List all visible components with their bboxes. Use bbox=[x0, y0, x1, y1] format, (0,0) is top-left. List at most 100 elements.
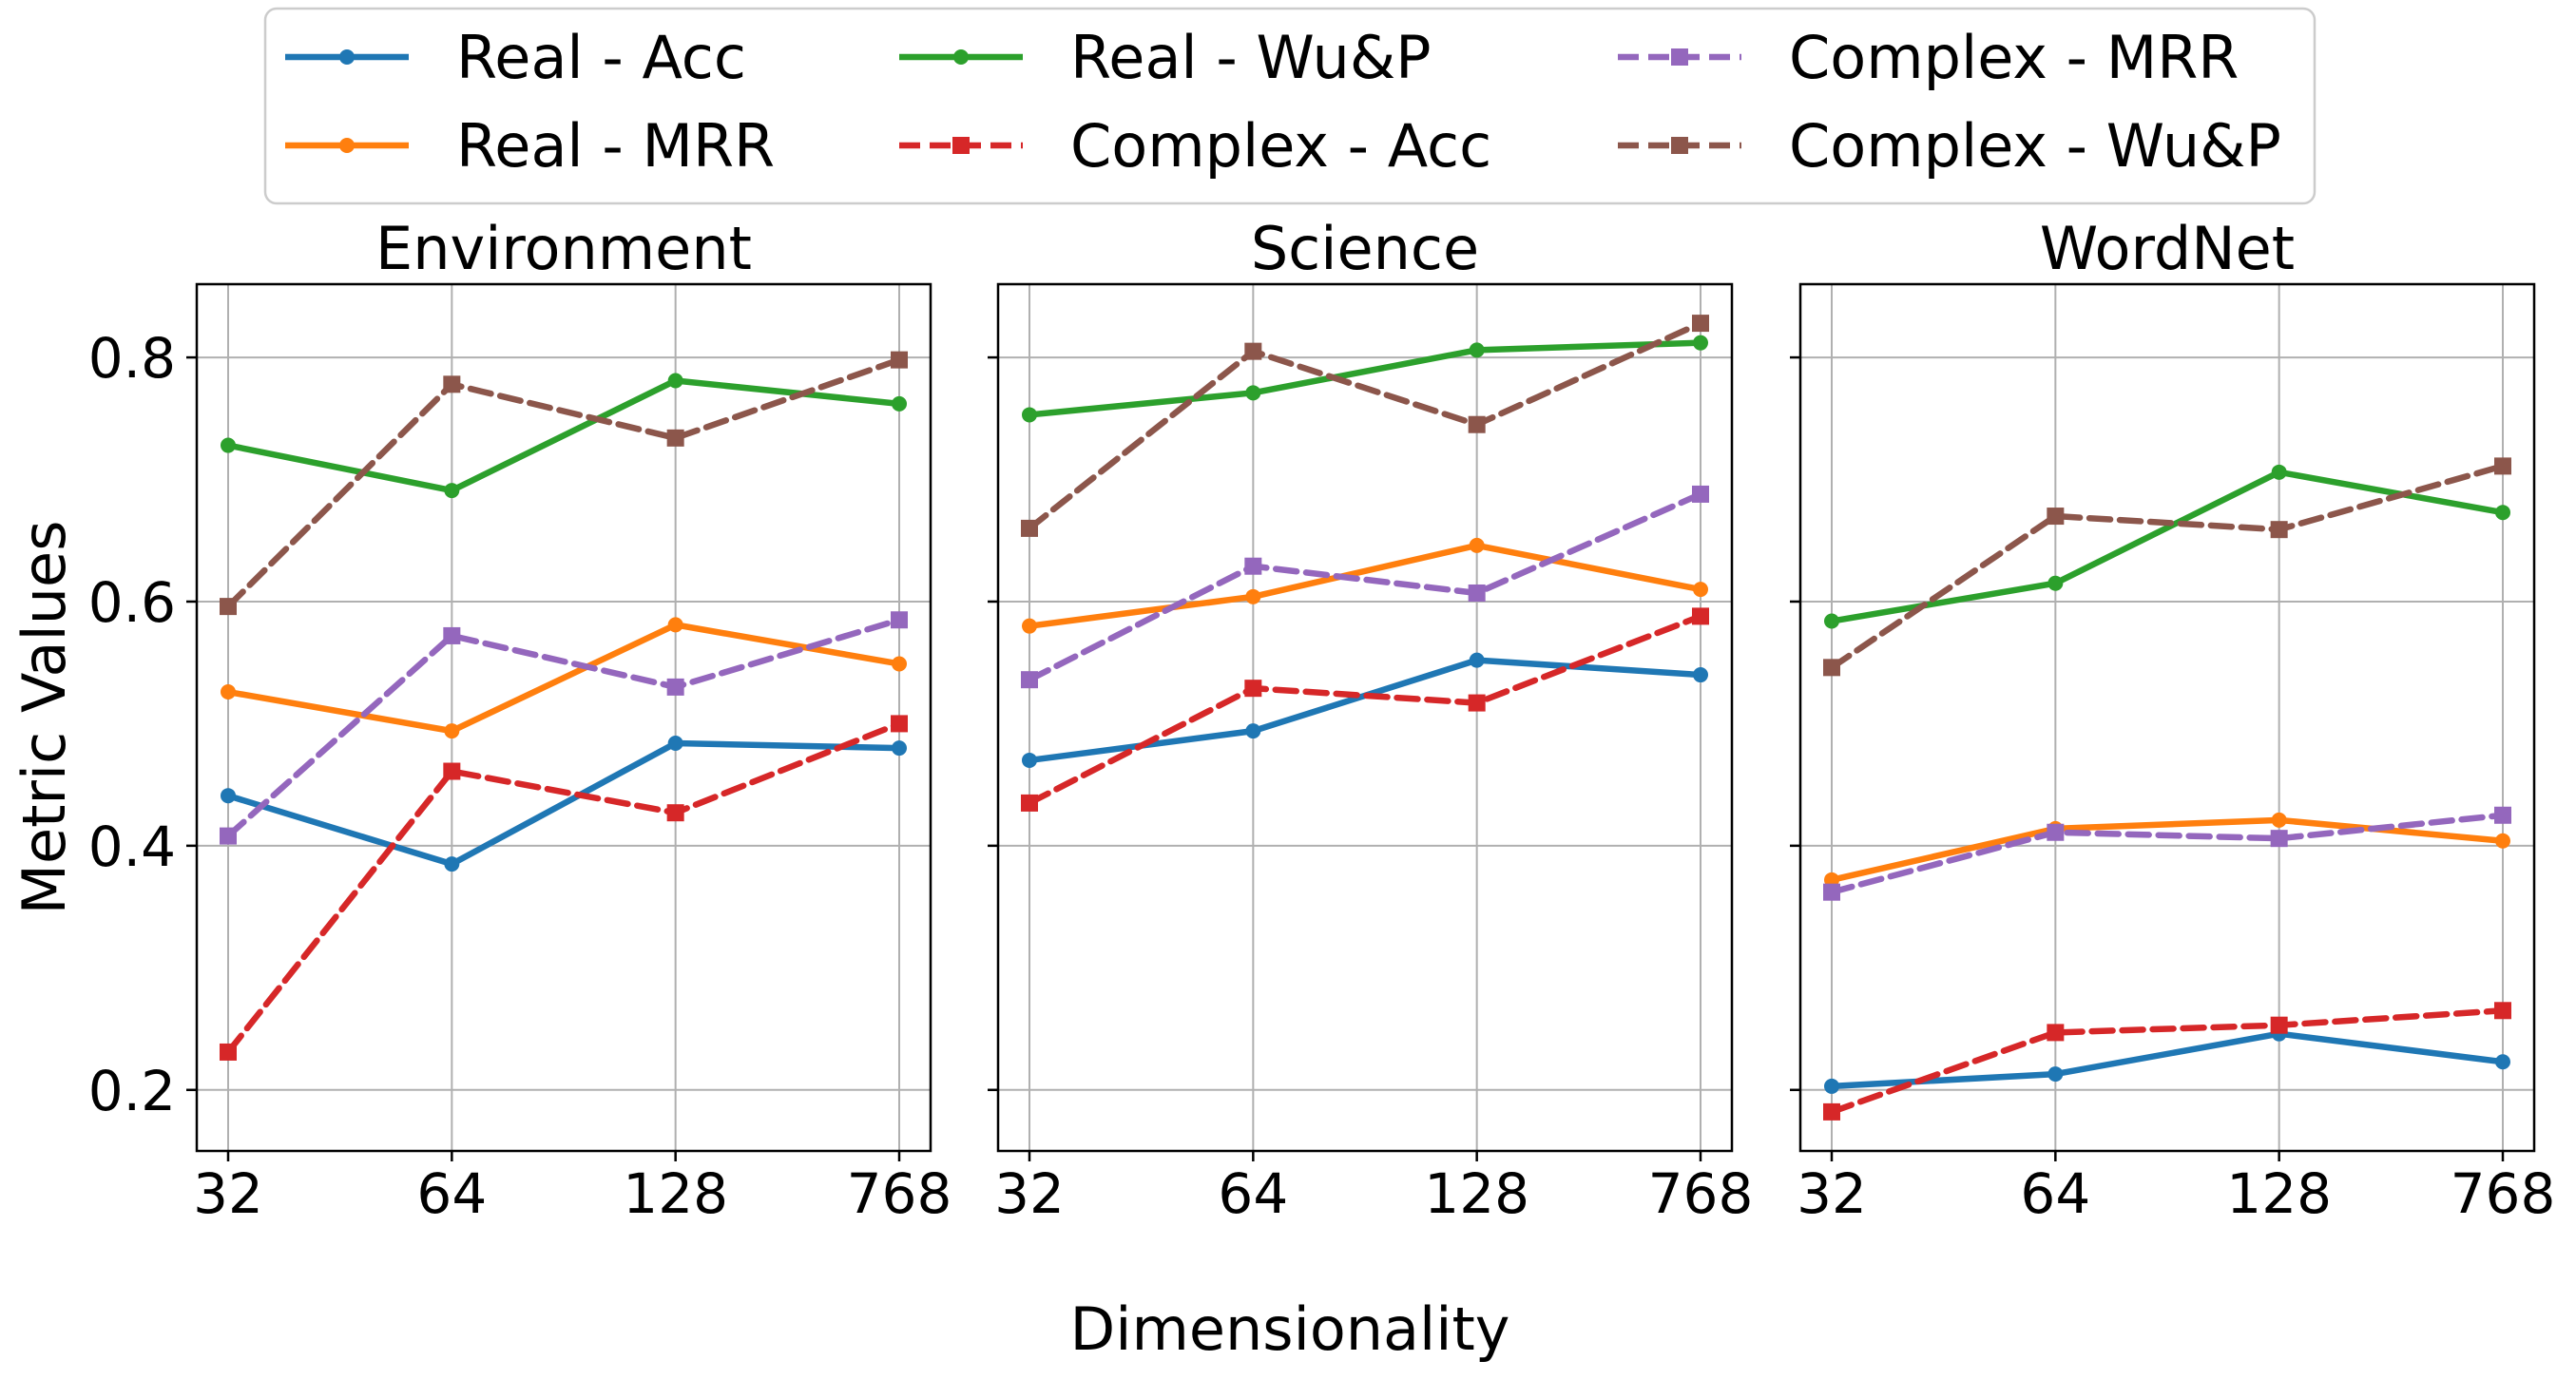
axes-frame bbox=[195, 282, 932, 1153]
legend-marker bbox=[953, 49, 969, 65]
data-point bbox=[2495, 833, 2510, 849]
series-real-mrr bbox=[1824, 812, 2510, 888]
x-axis: 32 64 128 768 bbox=[193, 1151, 952, 1226]
series-complex-acc bbox=[1823, 1002, 2511, 1121]
legend-item-complex-wup: Complex - Wu&P bbox=[1618, 111, 2281, 181]
series-line bbox=[1828, 812, 2507, 895]
x-tick-label: 128 bbox=[2226, 1161, 2332, 1226]
series-line bbox=[1026, 339, 1704, 418]
legend-marker bbox=[952, 137, 970, 154]
series-complex-mrr bbox=[220, 611, 908, 845]
data-point bbox=[1021, 519, 1038, 537]
panel-environment: Environment 32 64 128 768 0.2 0.4 0.6 0.8 bbox=[88, 214, 952, 1226]
legend: Real - Acc Real - MRR Real - Wu&P Comple… bbox=[263, 7, 2316, 205]
x-tick-label: 768 bbox=[847, 1161, 952, 1226]
legend-label: Real - MRR bbox=[456, 111, 775, 181]
data-point bbox=[1693, 335, 1708, 351]
series-complex-wup bbox=[220, 351, 908, 616]
data-point bbox=[666, 804, 684, 822]
data-point bbox=[1823, 883, 1840, 901]
series-complex-acc bbox=[220, 715, 908, 1061]
data-point bbox=[2494, 806, 2511, 824]
series-line bbox=[1828, 469, 2507, 624]
data-point bbox=[221, 437, 236, 453]
legend-marker-shape bbox=[1671, 48, 1688, 66]
legend-marker-shape bbox=[953, 49, 969, 65]
data-point bbox=[1469, 537, 1485, 553]
series-layer bbox=[220, 351, 908, 1061]
panel-title: WordNet bbox=[2040, 214, 2295, 283]
legend-marker bbox=[1671, 48, 1688, 66]
data-point bbox=[1245, 723, 1261, 739]
data-point bbox=[2495, 1054, 2510, 1070]
x-axis-label: Dimensionality bbox=[1069, 1294, 1509, 1364]
data-point bbox=[2047, 823, 2065, 841]
data-point bbox=[1692, 607, 1709, 625]
series-line bbox=[1828, 816, 2507, 884]
data-point bbox=[2271, 464, 2287, 480]
data-point bbox=[220, 1043, 237, 1061]
data-point bbox=[2270, 830, 2288, 848]
data-point bbox=[892, 395, 907, 412]
legend-marker-shape bbox=[339, 49, 355, 65]
legend-label: Complex - Acc bbox=[1070, 111, 1491, 181]
y-tick-label: 0.4 bbox=[88, 815, 176, 879]
y-axis-label: Metric Values bbox=[10, 520, 79, 914]
data-point bbox=[220, 827, 237, 845]
y-axis bbox=[1790, 355, 1800, 1092]
y-tick-label: 0.2 bbox=[88, 1059, 176, 1123]
y-tick-label: 0.6 bbox=[88, 570, 176, 635]
x-tick-label: 32 bbox=[994, 1161, 1065, 1226]
data-point bbox=[443, 375, 461, 393]
legend-label: Real - Acc bbox=[456, 23, 746, 92]
legend-marker bbox=[1671, 137, 1688, 154]
x-tick-label: 768 bbox=[1648, 1161, 1754, 1226]
x-tick-label: 768 bbox=[2451, 1161, 2556, 1226]
panel-title: Environment bbox=[375, 214, 752, 283]
data-point bbox=[1244, 557, 1262, 575]
legend-item-real-wup: Real - Wu&P bbox=[899, 23, 1432, 92]
x-tick-label: 128 bbox=[623, 1161, 728, 1226]
data-point bbox=[2270, 521, 2288, 539]
y-axis bbox=[988, 355, 998, 1092]
series-complex-wup bbox=[1823, 457, 2511, 677]
series-complex-wup bbox=[1021, 315, 1709, 537]
legend-marker bbox=[339, 138, 355, 153]
legend-item-complex-acc: Complex - Acc bbox=[899, 111, 1491, 181]
series-complex-mrr bbox=[1021, 485, 1709, 689]
axes-frame bbox=[1798, 282, 2536, 1153]
x-tick-label: 64 bbox=[2020, 1161, 2090, 1226]
data-point bbox=[666, 429, 684, 447]
data-point bbox=[891, 611, 908, 629]
panel-science: Science 32 64 128 768 bbox=[988, 214, 1753, 1226]
data-point bbox=[2271, 812, 2287, 828]
x-axis: 32 64 128 768 bbox=[994, 1151, 1753, 1226]
data-point bbox=[1022, 618, 1037, 634]
data-point bbox=[1824, 613, 1839, 629]
data-point bbox=[221, 684, 236, 700]
y-tick-label: 0.8 bbox=[88, 326, 176, 391]
series-line bbox=[1828, 1030, 2507, 1090]
data-point bbox=[221, 788, 236, 804]
data-point bbox=[1244, 342, 1262, 360]
series-line bbox=[1828, 1007, 2507, 1116]
legend-marker-shape bbox=[952, 137, 970, 154]
series-line bbox=[1026, 542, 1704, 629]
legend-marker bbox=[339, 49, 355, 65]
series-line bbox=[1026, 613, 1704, 807]
data-point bbox=[2494, 1002, 2511, 1020]
series-layer bbox=[1823, 457, 2511, 1121]
data-point bbox=[443, 626, 461, 644]
series-line bbox=[224, 720, 903, 1056]
legend-frame bbox=[263, 7, 2316, 205]
axes-frame bbox=[996, 282, 1734, 1153]
y-axis: 0.2 0.4 0.6 0.8 bbox=[88, 326, 197, 1123]
x-tick-label: 32 bbox=[1797, 1161, 1867, 1226]
data-point bbox=[667, 735, 683, 751]
data-point bbox=[2047, 575, 2064, 591]
x-tick-label: 64 bbox=[416, 1161, 487, 1226]
data-point bbox=[2270, 1016, 2288, 1034]
data-point bbox=[1244, 680, 1262, 698]
data-point bbox=[1245, 385, 1261, 401]
data-point bbox=[666, 678, 684, 696]
